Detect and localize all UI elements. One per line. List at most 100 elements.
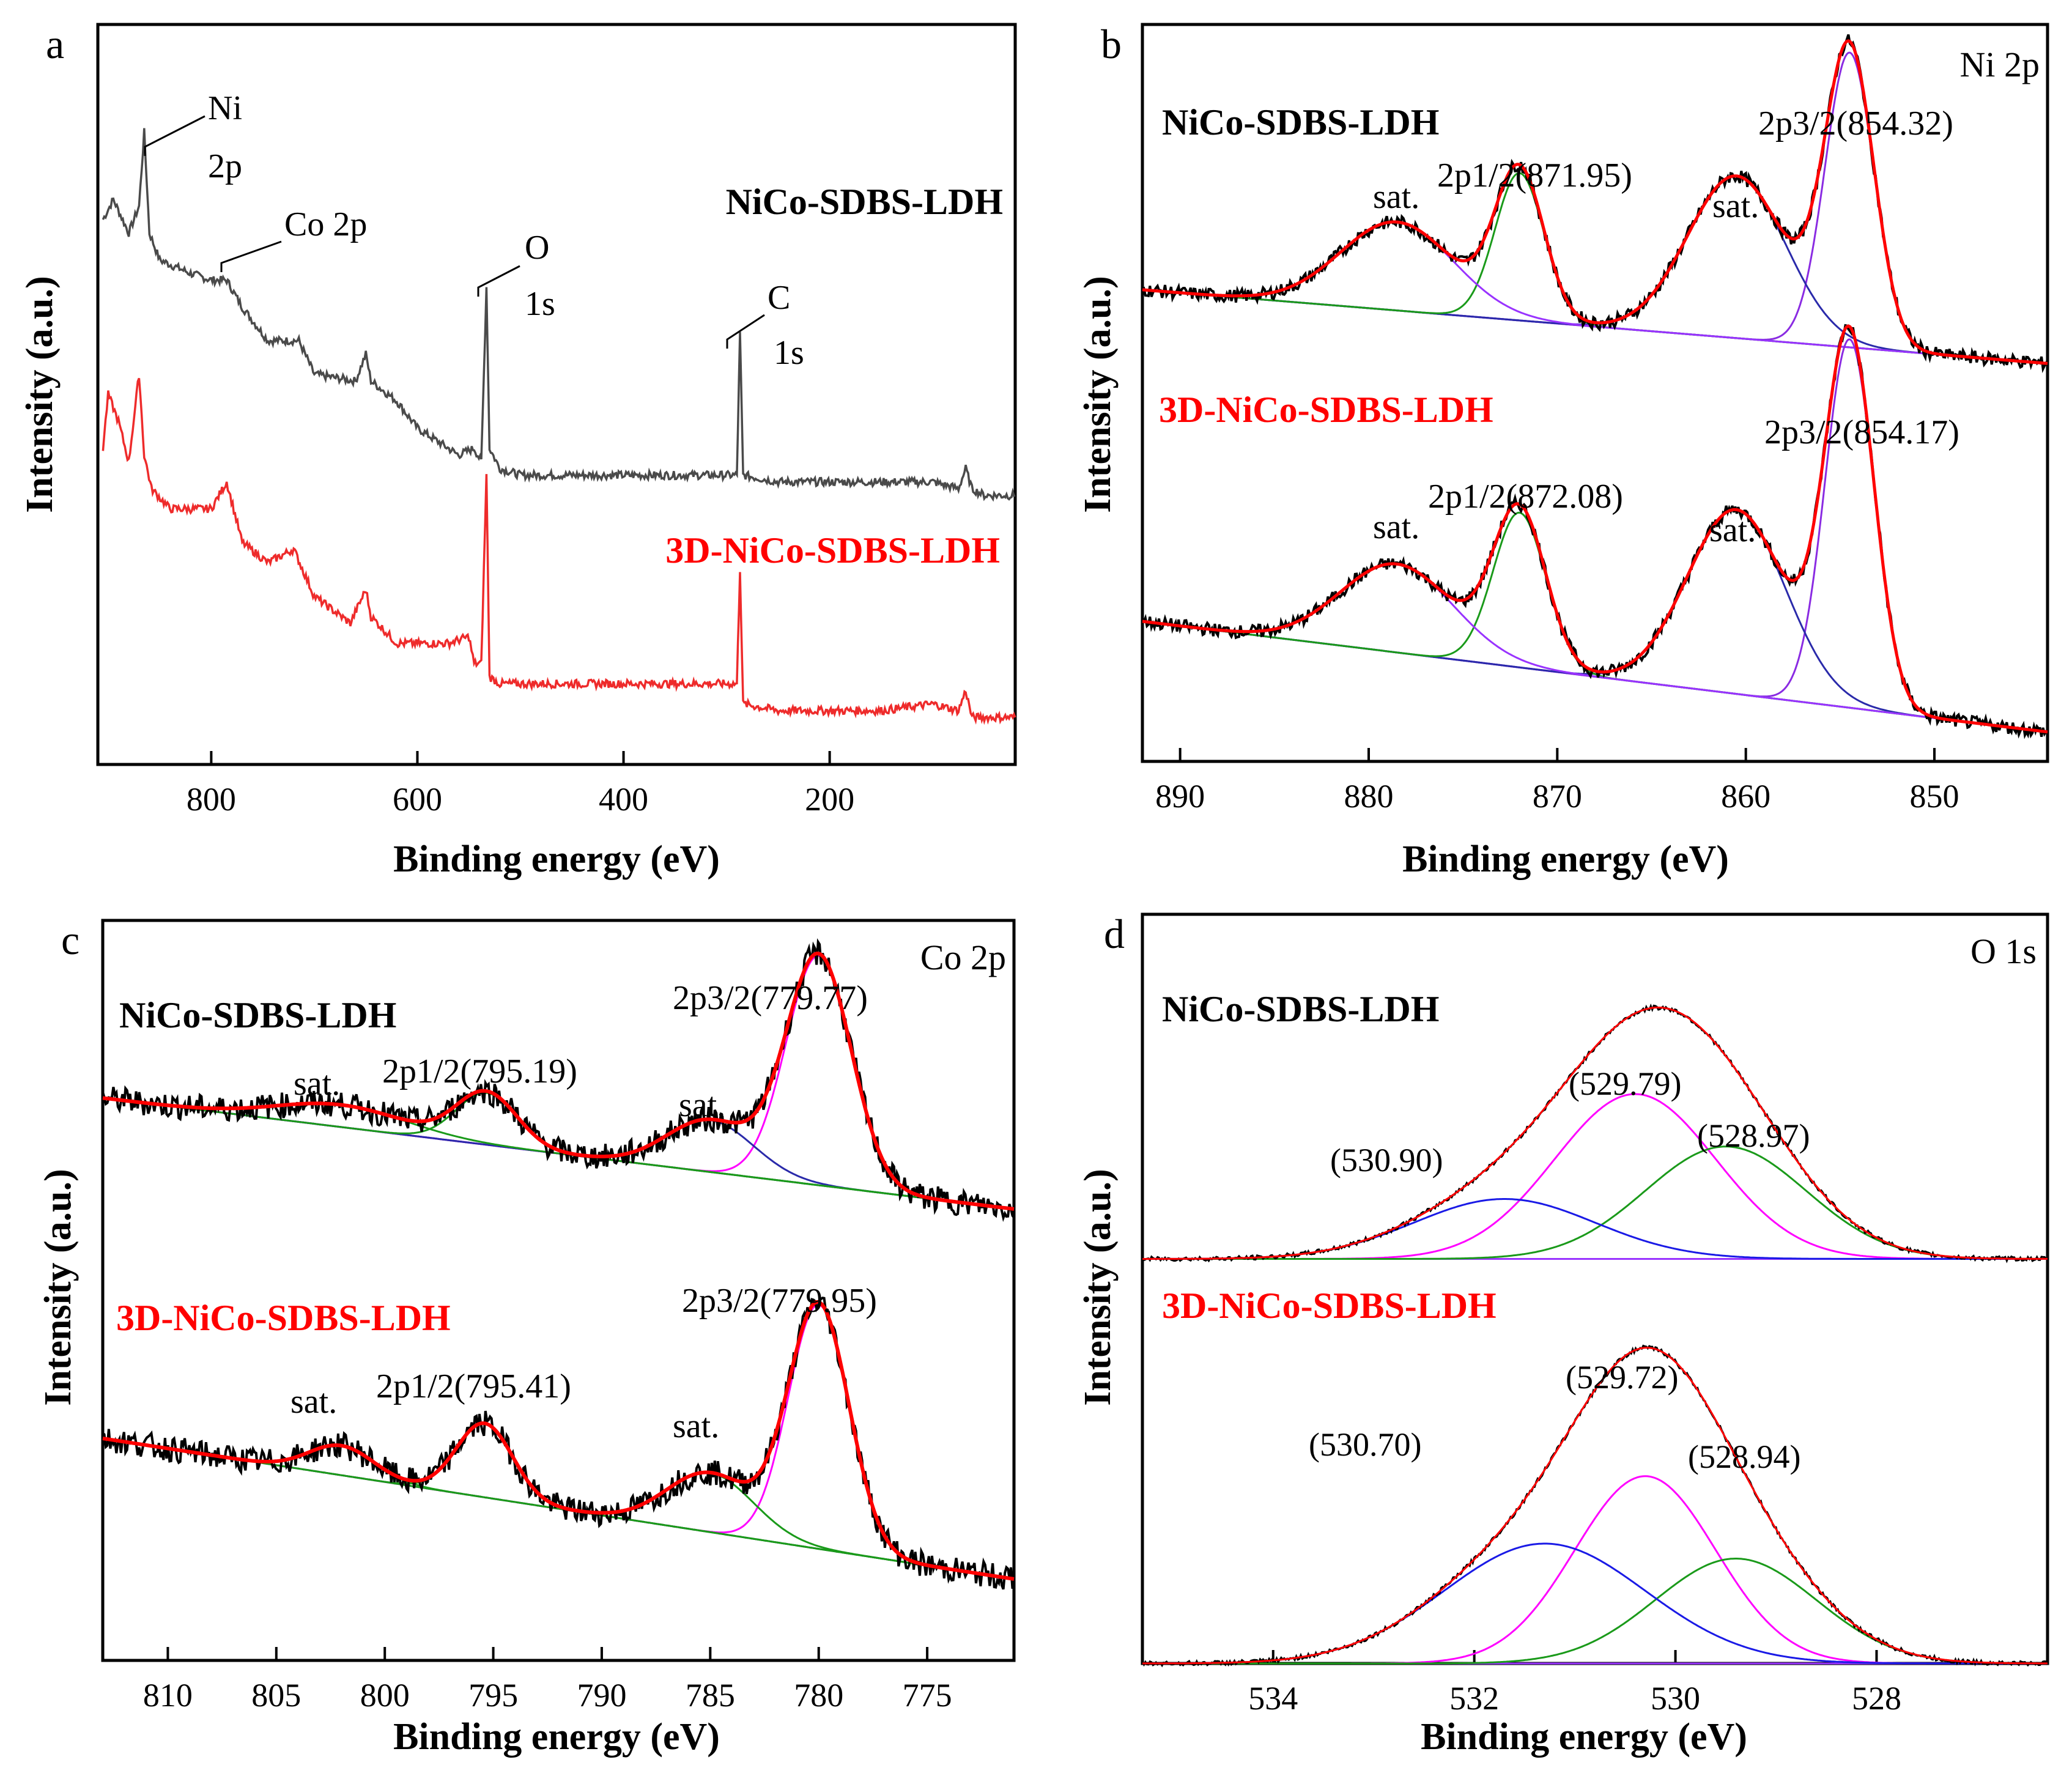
fit-envelope-s1 — [1142, 39, 2048, 365]
panel-b: b 890 880 870 860 850 Ni 2p Intensity (a.u.)… — [1077, 21, 2049, 880]
series-c — [102, 938, 1015, 1590]
c-s2-p1: 2p3/2(779.95) — [682, 1282, 877, 1320]
x-ticks-a: 800 600 400 200 — [187, 751, 854, 818]
panel-letter-a: a — [46, 21, 64, 67]
x-tick-label: 400 — [599, 781, 648, 818]
panel-letter-c: c — [61, 917, 80, 963]
x-tick-label: 785 — [686, 1677, 735, 1714]
label-c-s2: 3D-NiCo-SDBS-LDH — [116, 1298, 451, 1338]
y-axis-label-a: Intensity (a.u.) — [19, 276, 61, 513]
x-axis-label-d: Binding energy (eV) — [1421, 1716, 1747, 1758]
b-s1-p2: 2p1/2(871.95) — [1437, 157, 1632, 194]
x-tick-label: 880 — [1344, 778, 1394, 815]
x-tick-label: 530 — [1651, 1680, 1700, 1717]
panel-letter-b: b — [1101, 21, 1122, 67]
x-tick-label: 534 — [1248, 1680, 1298, 1717]
x-tick-label: 805 — [251, 1677, 301, 1714]
d-s1-p2: (528.97) — [1697, 1117, 1810, 1154]
series-line-1 — [102, 128, 1016, 502]
series-line-2 — [102, 377, 1016, 725]
x-axis-label-b: Binding energy (eV) — [1402, 838, 1729, 880]
axes-frame-c — [101, 919, 1016, 1662]
b-s1-sat2: sat. — [1712, 187, 1759, 225]
b-s2-p2: 2p1/2(872.08) — [1428, 478, 1623, 516]
x-tick-label: 860 — [1721, 778, 1770, 815]
label-b-s1: NiCo-SDBS-LDH — [1162, 102, 1439, 142]
c-s1-sat1: sat. — [294, 1065, 340, 1103]
x-tick-label: 870 — [1533, 778, 1582, 815]
x-tick-label: 200 — [805, 781, 854, 818]
d-s1-p1: (529.79) — [1569, 1065, 1681, 1102]
axes-frame-a — [96, 23, 1017, 766]
x-tick-label: 795 — [468, 1677, 518, 1714]
x-ticks-c: 810 805 800 795 790 785 780 775 — [143, 1647, 952, 1714]
label-a-s2: 3D-NiCo-SDBS-LDH — [665, 530, 1000, 571]
region-b: Ni 2p — [1960, 45, 2040, 84]
ann-ni: Ni — [208, 89, 242, 127]
b-s2-sat2: sat. — [1709, 511, 1756, 549]
leader-co2p — [220, 240, 282, 272]
x-tick-label: 528 — [1852, 1680, 1901, 1717]
leader-c1s — [726, 314, 765, 349]
x-tick-label: 780 — [794, 1677, 843, 1714]
leader-o1s — [477, 265, 520, 297]
ann-co2p: Co 2p — [284, 205, 367, 243]
panel-d: d 534 532 530 528 O 1s Intensity (a.u.) Bin… — [1077, 911, 2049, 1758]
ann-c: C — [768, 279, 790, 317]
ann-ni-2p: 2p — [208, 147, 242, 185]
c-s2-sat2: sat. — [673, 1407, 719, 1445]
b-s2-sat1: sat. — [1373, 508, 1419, 546]
fit-envelope-s1 — [1142, 1006, 2048, 1260]
y-axis-label-d: Intensity (a.u.) — [1077, 1169, 1119, 1406]
panel-letter-d: d — [1104, 911, 1125, 957]
x-ticks-b: 890 880 870 860 850 — [1155, 748, 1959, 815]
series-a — [102, 128, 1016, 725]
x-axis-label-c: Binding energy (eV) — [393, 1716, 720, 1758]
region-d: O 1s — [1970, 931, 2037, 971]
x-ticks-d: 534 532 530 528 — [1248, 1650, 1901, 1717]
y-axis-label-c: Intensity (a.u.) — [37, 1169, 79, 1406]
c-s1-sat2: sat. — [679, 1086, 725, 1124]
fit-envelope-s2 — [1142, 324, 2048, 734]
b-s1-sat1: sat. — [1373, 178, 1419, 216]
d-s2-p1: (529.72) — [1566, 1359, 1678, 1396]
label-c-s1: NiCo-SDBS-LDH — [119, 995, 396, 1035]
b-s1-p1: 2p3/2(854.32) — [1758, 105, 1953, 142]
d-s1-p3: (530.90) — [1330, 1142, 1443, 1178]
label-a-s1: NiCo-SDBS-LDH — [726, 182, 1003, 222]
x-axis-label-a: Binding energy (eV) — [393, 838, 720, 880]
ann-c-1s: 1s — [774, 334, 804, 372]
x-tick-label: 890 — [1155, 778, 1205, 815]
panel-a: a 800 600 400 200 Intensity (a.u.) Binding … — [19, 21, 1017, 880]
c-s2-sat1: sat. — [290, 1383, 337, 1421]
fit-envelope-s1 — [102, 951, 1015, 1211]
x-tick-label: 775 — [903, 1677, 952, 1714]
ann-o: O — [525, 229, 549, 267]
ann-o-1s: 1s — [525, 285, 555, 323]
region-c: Co 2p — [920, 938, 1006, 977]
x-tick-label: 532 — [1449, 1680, 1499, 1717]
d-s2-p3: (530.70) — [1309, 1426, 1421, 1463]
series-d — [1141, 1003, 2049, 1668]
series-b — [1141, 34, 2049, 739]
d-s2-p2: (528.94) — [1688, 1438, 1800, 1475]
b-s2-p1: 2p3/2(854.17) — [1764, 413, 1959, 451]
x-tick-label: 810 — [143, 1677, 193, 1714]
label-d-s1: NiCo-SDBS-LDH — [1162, 989, 1439, 1029]
x-tick-label: 850 — [1910, 778, 1959, 815]
label-b-s2: 3D-NiCo-SDBS-LDH — [1159, 390, 1493, 430]
c-s2-p2: 2p1/2(795.41) — [376, 1367, 571, 1405]
c-s1-p2: 2p1/2(795.19) — [382, 1053, 577, 1090]
c-s1-p1: 2p3/2(779.77) — [673, 979, 868, 1017]
panel-c: c 810 805 800 795 790 785 780 775 Co 2p Intensi… — [37, 917, 1016, 1758]
x-tick-label: 800 — [187, 781, 236, 818]
leader-ni2p — [144, 115, 205, 156]
x-tick-label: 600 — [393, 781, 442, 818]
y-axis-label-b: Intensity (a.u.) — [1077, 276, 1119, 513]
fit-envelope-s2 — [102, 1300, 1015, 1581]
fit-envelope-s2 — [1142, 1347, 2048, 1665]
label-d-s2: 3D-NiCo-SDBS-LDH — [1162, 1286, 1497, 1326]
axes-frame-b — [1141, 23, 2049, 763]
